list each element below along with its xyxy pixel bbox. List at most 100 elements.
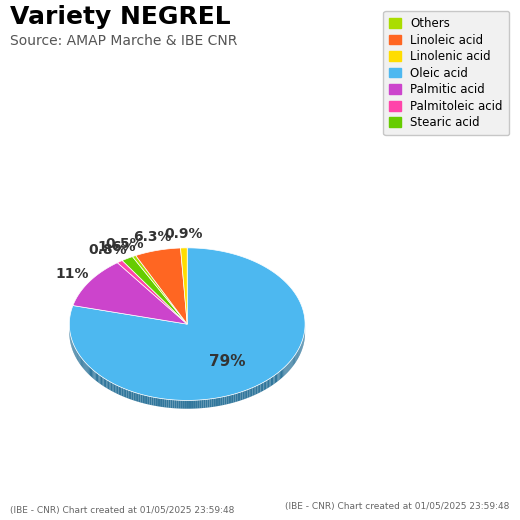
Polygon shape — [148, 396, 150, 405]
Polygon shape — [279, 371, 280, 381]
Polygon shape — [173, 400, 174, 408]
Text: 0.9%: 0.9% — [164, 227, 202, 241]
Polygon shape — [291, 359, 292, 368]
Polygon shape — [272, 376, 274, 385]
Polygon shape — [293, 356, 294, 366]
Polygon shape — [215, 398, 217, 407]
Polygon shape — [117, 385, 119, 394]
Polygon shape — [213, 398, 215, 407]
Polygon shape — [287, 364, 288, 373]
Polygon shape — [75, 348, 76, 357]
Polygon shape — [163, 399, 165, 407]
Polygon shape — [205, 399, 207, 408]
Polygon shape — [111, 382, 112, 392]
Polygon shape — [115, 385, 117, 394]
Polygon shape — [78, 353, 79, 362]
Polygon shape — [73, 263, 187, 324]
Polygon shape — [174, 400, 176, 408]
Polygon shape — [80, 356, 81, 366]
Polygon shape — [259, 384, 261, 393]
Polygon shape — [282, 368, 283, 378]
Polygon shape — [130, 391, 132, 400]
Text: 6.3%: 6.3% — [133, 230, 172, 244]
Polygon shape — [270, 377, 272, 386]
Text: 79%: 79% — [209, 354, 245, 369]
Text: Variety NEGREL: Variety NEGREL — [10, 5, 231, 29]
Polygon shape — [166, 399, 168, 408]
Polygon shape — [297, 350, 298, 360]
Polygon shape — [283, 367, 284, 376]
Polygon shape — [76, 350, 77, 360]
Text: 0.8%: 0.8% — [88, 243, 127, 257]
Polygon shape — [226, 396, 228, 405]
Polygon shape — [153, 397, 155, 406]
Polygon shape — [180, 400, 182, 409]
Polygon shape — [92, 369, 93, 379]
Polygon shape — [171, 400, 173, 408]
Polygon shape — [85, 362, 86, 371]
Legend: Others, Linoleic acid, Linolenic acid, Oleic acid, Palmitic acid, Palmitoleic ac: Others, Linoleic acid, Linolenic acid, O… — [383, 11, 509, 135]
Polygon shape — [285, 365, 287, 374]
Polygon shape — [146, 396, 148, 405]
Polygon shape — [81, 357, 82, 367]
Polygon shape — [102, 377, 103, 386]
Polygon shape — [211, 398, 213, 407]
Polygon shape — [98, 374, 99, 383]
Polygon shape — [256, 385, 257, 395]
Polygon shape — [112, 383, 114, 392]
Polygon shape — [84, 361, 85, 370]
Polygon shape — [133, 255, 187, 324]
Polygon shape — [125, 389, 126, 398]
Polygon shape — [87, 364, 88, 373]
Polygon shape — [109, 381, 111, 391]
Polygon shape — [298, 348, 299, 358]
Polygon shape — [296, 352, 297, 361]
Polygon shape — [233, 394, 236, 402]
Polygon shape — [83, 359, 84, 369]
Polygon shape — [88, 365, 89, 374]
Polygon shape — [268, 379, 269, 388]
Polygon shape — [93, 370, 95, 380]
Polygon shape — [277, 372, 279, 382]
Polygon shape — [91, 368, 92, 378]
Polygon shape — [257, 385, 259, 394]
Polygon shape — [101, 376, 102, 385]
Polygon shape — [230, 395, 232, 404]
Polygon shape — [122, 387, 123, 397]
Polygon shape — [155, 397, 157, 406]
Polygon shape — [248, 389, 249, 398]
Polygon shape — [69, 248, 305, 400]
Polygon shape — [134, 392, 135, 401]
Polygon shape — [122, 256, 187, 324]
Polygon shape — [107, 380, 108, 389]
Text: (IBE - CNR) Chart created at 01/05/2025 23:59:48: (IBE - CNR) Chart created at 01/05/2025 … — [10, 506, 235, 515]
Polygon shape — [82, 358, 83, 368]
Polygon shape — [123, 388, 125, 397]
Polygon shape — [137, 393, 139, 402]
Polygon shape — [86, 363, 87, 372]
Polygon shape — [289, 362, 290, 371]
Polygon shape — [274, 375, 275, 384]
Polygon shape — [118, 261, 187, 324]
Polygon shape — [136, 248, 187, 324]
Polygon shape — [142, 395, 144, 404]
Polygon shape — [249, 388, 251, 397]
Polygon shape — [228, 395, 230, 404]
Polygon shape — [244, 391, 246, 399]
Polygon shape — [261, 383, 262, 392]
Polygon shape — [186, 400, 188, 409]
Polygon shape — [96, 372, 97, 382]
Polygon shape — [237, 393, 239, 401]
Polygon shape — [89, 366, 90, 375]
Polygon shape — [299, 347, 300, 356]
Polygon shape — [253, 387, 254, 396]
Polygon shape — [219, 397, 221, 406]
Polygon shape — [225, 396, 226, 405]
Polygon shape — [190, 400, 192, 409]
Polygon shape — [108, 381, 109, 389]
Polygon shape — [281, 369, 282, 379]
Polygon shape — [105, 379, 107, 388]
Polygon shape — [223, 396, 225, 405]
Polygon shape — [180, 248, 187, 324]
Polygon shape — [188, 400, 190, 409]
